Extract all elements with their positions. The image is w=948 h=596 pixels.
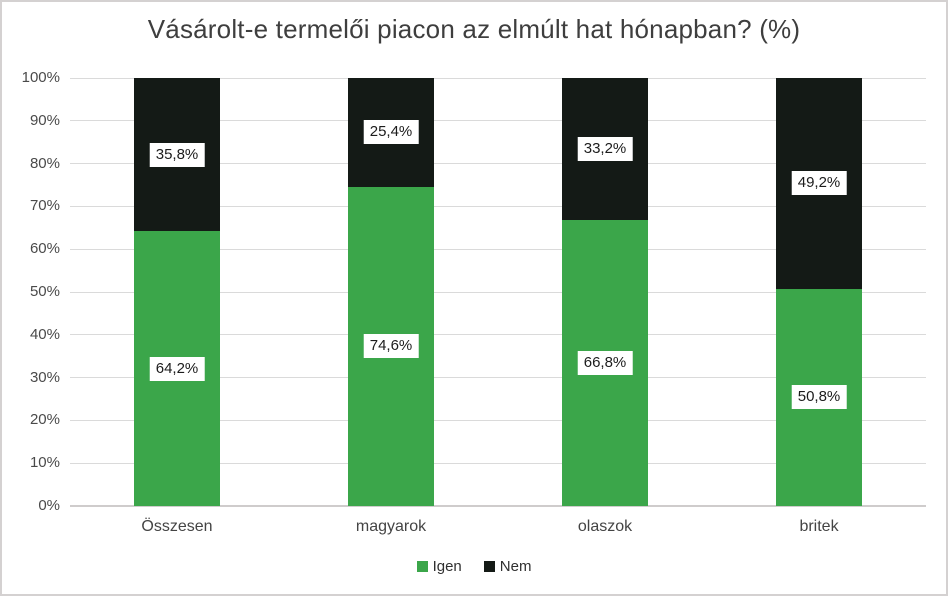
gridline	[70, 462, 926, 464]
x-axis-line	[70, 505, 926, 507]
y-axis-tick-label: 50%	[29, 283, 60, 300]
legend-swatch-igen-icon	[416, 561, 428, 572]
bar-group-britek	[776, 78, 862, 506]
x-axis-label-britek: britek	[799, 518, 839, 535]
legend-label-igen: Igen	[432, 558, 462, 575]
y-axis-tick-label: 30%	[29, 368, 60, 386]
x-axis-label-magyarok: magyarok	[355, 518, 427, 535]
y-axis-tick-label: 0%	[38, 497, 60, 514]
x-axis-label-olaszok: olaszok	[577, 518, 633, 535]
gridline	[70, 334, 926, 336]
gridline	[70, 291, 926, 293]
plot-area: 64,2% 35,8% 74,6% 25,4% 66,8% 33,2% 50,8% 49,2%	[70, 77, 926, 507]
x-axis-label-összesen: Összesen	[141, 518, 213, 535]
gridline	[70, 120, 926, 122]
data-label-igen-összesen: 64,2%	[149, 356, 205, 381]
data-label-nem-összesen: 35,8%	[149, 142, 205, 167]
chart-title: Vásárolt-e termelői piacon az elmúlt hat…	[147, 14, 801, 44]
y-axis-tick-label: 70%	[29, 197, 60, 215]
y-axis-tick-label: 60%	[29, 240, 60, 258]
y-axis-tick-label: 40%	[29, 325, 60, 343]
data-label-nem-britek: 49,2%	[791, 171, 847, 196]
data-label-nem-magyarok: 25,4%	[363, 120, 419, 145]
y-axis-tick-label: 10%	[29, 454, 60, 472]
data-label-nem-olaszok: 33,2%	[577, 137, 633, 162]
y-axis-tick-label: 100%	[21, 69, 60, 86]
gridline	[70, 77, 926, 79]
data-label-igen-magyarok: 74,6%	[363, 334, 419, 359]
legend: Igen Nem	[2, 558, 946, 575]
y-axis-tick-label: 20%	[29, 411, 60, 429]
data-label-igen-olaszok: 66,8%	[577, 351, 633, 376]
y-axis-tick-label: 80%	[29, 154, 60, 172]
legend-item-nem: Nem	[483, 558, 532, 575]
gridline	[70, 163, 926, 165]
data-label-igen-britek: 50,8%	[791, 385, 847, 410]
gridline	[70, 205, 926, 207]
legend-label-nem: Nem	[499, 558, 532, 575]
legend-item-igen: Igen	[416, 558, 462, 575]
gridline	[70, 419, 926, 421]
legend-swatch-nem-icon	[483, 561, 495, 572]
y-axis-tick-label: 90%	[29, 111, 60, 129]
gridline	[70, 248, 926, 250]
gridline	[70, 377, 926, 379]
